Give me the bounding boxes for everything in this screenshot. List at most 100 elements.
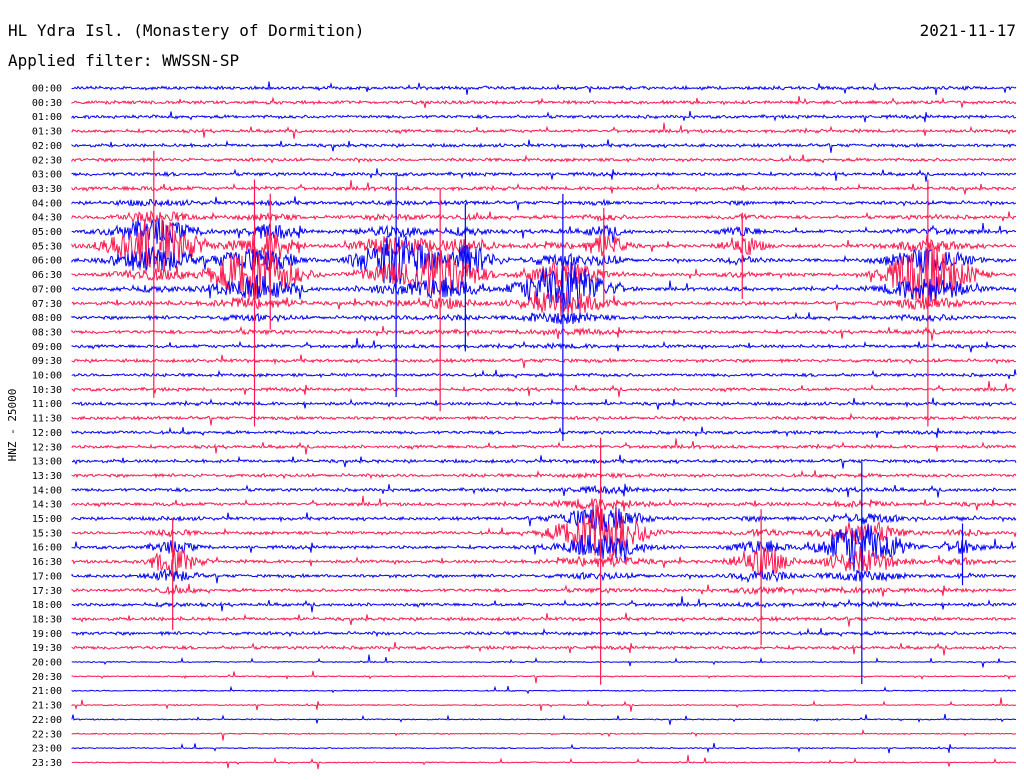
time-tick-label: 23:30 bbox=[32, 758, 62, 769]
time-tick-labels: 00:00 00:30 01:00 01:30 02:00 02:30 03:00 03:30… bbox=[32, 84, 62, 769]
trace-row-0730 bbox=[71, 291, 1017, 317]
time-tick-label: 10:30 bbox=[32, 385, 62, 396]
trace-row-1130 bbox=[71, 412, 1017, 426]
time-tick-label: 04:30 bbox=[32, 213, 62, 224]
time-tick-label: 23:00 bbox=[32, 744, 62, 755]
time-tick-label: 11:30 bbox=[32, 414, 62, 425]
trace-row-0600 bbox=[71, 235, 1017, 285]
trace-row-0130 bbox=[71, 122, 1017, 139]
trace-row-1530 bbox=[71, 504, 1017, 558]
trace-row-0300 bbox=[71, 168, 1017, 182]
trace-row-1630 bbox=[71, 546, 1017, 578]
time-tick-label: 02:30 bbox=[32, 155, 62, 166]
time-tick-label: 04:00 bbox=[32, 198, 62, 209]
time-tick-label: 00:00 bbox=[32, 84, 62, 95]
time-tick-label: 22:00 bbox=[32, 715, 62, 726]
time-tick-label: 19:30 bbox=[32, 643, 62, 654]
time-tick-label: 22:30 bbox=[32, 729, 62, 740]
seismic-traces bbox=[71, 81, 1017, 770]
time-tick-label: 12:30 bbox=[32, 442, 62, 453]
trace-row-1200 bbox=[71, 426, 1017, 438]
trace-row-1000 bbox=[71, 369, 1017, 380]
trace-row-1900 bbox=[71, 627, 1017, 638]
trace-row-2130 bbox=[71, 697, 1017, 712]
trace-row-0100 bbox=[71, 110, 1017, 123]
trace-row-2300 bbox=[71, 742, 1017, 754]
trace-row-0500 bbox=[71, 218, 1017, 244]
time-tick-label: 15:30 bbox=[32, 528, 62, 539]
time-tick-label: 17:30 bbox=[32, 586, 62, 597]
trace-row-1330 bbox=[71, 469, 1017, 480]
trace-row-0800 bbox=[71, 311, 1017, 325]
trace-row-1500 bbox=[71, 506, 1017, 533]
trace-row-2230 bbox=[71, 728, 1017, 741]
time-tick-label: 12:00 bbox=[32, 428, 62, 439]
trace-row-0930 bbox=[71, 354, 1017, 369]
time-tick-label: 02:00 bbox=[32, 141, 62, 152]
time-tick-label: 21:30 bbox=[32, 701, 62, 712]
time-tick-label: 16:30 bbox=[32, 557, 62, 568]
time-tick-label: 20:00 bbox=[32, 658, 62, 669]
trace-row-2030 bbox=[71, 670, 1017, 684]
trace-row-0000 bbox=[71, 81, 1017, 95]
time-tick-label: 07:30 bbox=[32, 299, 62, 310]
time-tick-label: 10:00 bbox=[32, 371, 62, 382]
time-tick-label: 08:30 bbox=[32, 327, 62, 338]
time-tick-label: 00:30 bbox=[32, 98, 62, 109]
trace-row-0430 bbox=[71, 210, 1017, 225]
time-tick-label: 19:00 bbox=[32, 629, 62, 640]
trace-row-1730 bbox=[71, 583, 1017, 597]
trace-row-2100 bbox=[71, 685, 1017, 695]
trace-row-2000 bbox=[71, 654, 1017, 668]
trace-row-2200 bbox=[71, 713, 1017, 725]
filter-label: Applied filter: WWSSN-SP bbox=[8, 51, 239, 70]
time-tick-label: 09:00 bbox=[32, 342, 62, 353]
trace-row-1100 bbox=[71, 397, 1017, 410]
station-title: HL Ydra Isl. (Monastery of Dormition) bbox=[8, 21, 364, 40]
time-tick-label: 09:30 bbox=[32, 356, 62, 367]
time-tick-label: 06:00 bbox=[32, 256, 62, 267]
time-tick-label: 14:30 bbox=[32, 500, 62, 511]
trace-row-0700 bbox=[71, 261, 1017, 310]
time-tick-label: 20:30 bbox=[32, 672, 62, 683]
time-tick-label: 05:30 bbox=[32, 241, 62, 252]
trace-row-1830 bbox=[71, 612, 1017, 627]
trace-row-0400 bbox=[71, 196, 1017, 211]
trace-row-1300 bbox=[71, 454, 1017, 469]
time-tick-label: 11:00 bbox=[32, 399, 62, 410]
time-tick-label: 13:30 bbox=[32, 471, 62, 482]
trace-row-2330 bbox=[71, 754, 1017, 770]
trace-row-1230 bbox=[71, 438, 1017, 455]
time-tick-label: 18:30 bbox=[32, 614, 62, 625]
date-label: 2021-11-17 bbox=[920, 21, 1016, 40]
time-tick-label: 03:00 bbox=[32, 170, 62, 181]
time-tick-label: 21:00 bbox=[32, 686, 62, 697]
trace-row-1700 bbox=[71, 569, 1017, 584]
trace-row-0900 bbox=[71, 337, 1017, 353]
time-tick-label: 07:00 bbox=[32, 284, 62, 295]
time-tick-label: 13:00 bbox=[32, 457, 62, 468]
time-tick-label: 06:30 bbox=[32, 270, 62, 281]
time-tick-label: 17:00 bbox=[32, 571, 62, 582]
time-tick-label: 08:00 bbox=[32, 313, 62, 324]
time-tick-label: 14:00 bbox=[32, 485, 62, 496]
trace-row-1430 bbox=[71, 495, 1017, 512]
time-tick-label: 05:00 bbox=[32, 227, 62, 238]
trace-row-1030 bbox=[71, 380, 1017, 398]
trace-row-1800 bbox=[71, 596, 1017, 613]
time-tick-label: 01:00 bbox=[32, 112, 62, 123]
trace-row-0230 bbox=[71, 154, 1017, 164]
trace-row-1400 bbox=[71, 483, 1017, 498]
trace-row-0830 bbox=[71, 325, 1017, 341]
time-tick-label: 01:30 bbox=[32, 127, 62, 138]
time-tick-label: 18:00 bbox=[32, 600, 62, 611]
trace-row-1930 bbox=[71, 641, 1017, 656]
trace-row-0030 bbox=[71, 96, 1017, 108]
trace-row-0330 bbox=[71, 179, 1017, 195]
y-axis-label: HNZ - 25000 bbox=[6, 389, 19, 462]
trace-row-0530 bbox=[71, 218, 1017, 273]
time-tick-label: 15:00 bbox=[32, 514, 62, 525]
time-tick-label: 03:30 bbox=[32, 184, 62, 195]
trace-row-1600 bbox=[71, 524, 1017, 572]
